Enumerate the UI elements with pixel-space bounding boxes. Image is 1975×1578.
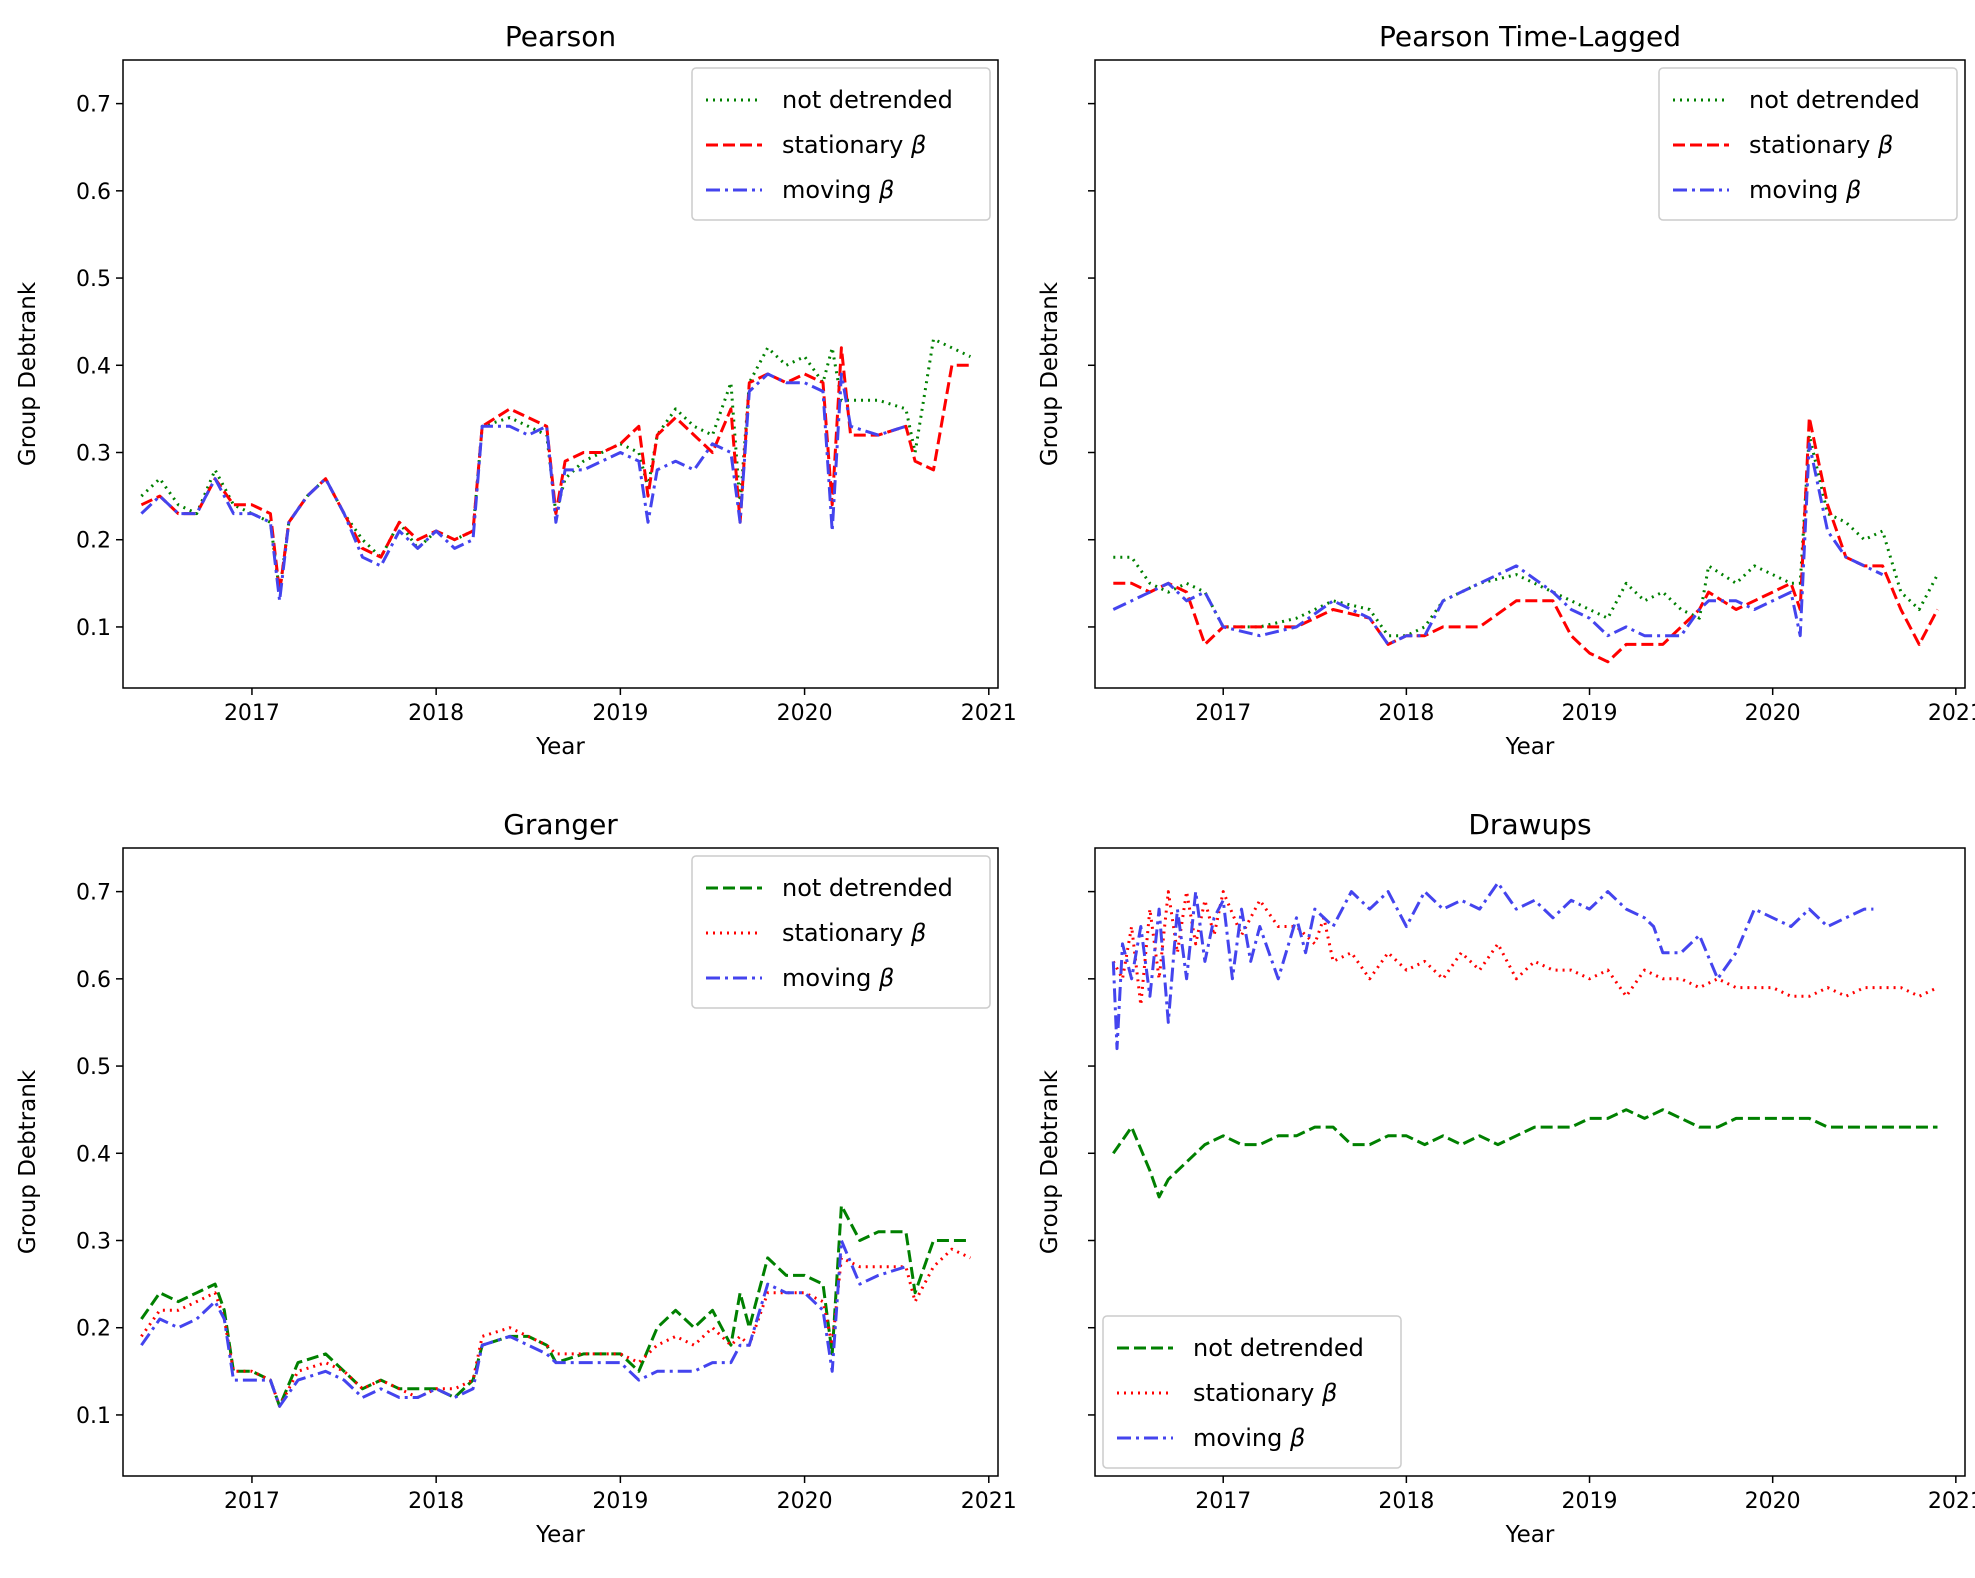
y-tick-label: 0.5 [76,1055,111,1080]
legend-entry: stationary β [1193,1379,1337,1407]
chart-title: Pearson [505,20,616,53]
x-tick-label: 2020 [1745,701,1801,726]
series-line-moving- [1112,442,1884,646]
legend-box [1658,67,1958,221]
series-line-stationary- [140,346,971,594]
series-group [140,337,972,603]
x-tick-label: 2019 [592,701,648,726]
y-axis-label: Group Debtrank [15,1069,41,1254]
series-line-stationary- [1111,890,1939,1007]
legend-entry: moving β [1193,1424,1305,1452]
chart-title: Granger [503,808,618,841]
x-tick-label: 2018 [1378,1489,1434,1514]
x-axis-label: Year [1505,1522,1555,1548]
y-tick-label: 0.3 [76,1230,111,1255]
series-line-moving- [140,1239,907,1408]
x-tick-label: 2020 [1745,1489,1801,1514]
x-tick-label: 2021 [961,1489,1017,1514]
chart-title: Drawups [1468,808,1591,841]
y-axis-label: Group Debtrank [1037,281,1063,466]
legend-entry: not detrended [782,874,953,902]
panel-3: Granger 0.1 0.2 0.3 0.4 0.5 0.6 0.7 2017 2018 2019… [15,808,1017,1548]
series-line-not-detrended [140,337,972,594]
x-tick-label: 2018 [408,701,464,726]
series-line-moving- [1111,881,1874,1051]
legend-entry: not detrended [782,86,953,114]
y-tick-label: 0.5 [76,267,111,292]
legend-entry: moving β [782,964,894,992]
series-line-not-detrended [140,1204,971,1408]
y-tick-label: 0.4 [76,1142,111,1167]
legend-entry: moving β [1749,176,1861,204]
y-tick-label: 0.1 [76,1404,111,1429]
legend-entry: not detrended [1193,1334,1364,1362]
x-tick-label: 2017 [224,701,280,726]
legend-box [691,67,991,221]
x-tick-label: 2020 [777,1489,833,1514]
x-tick-label: 2017 [224,1489,280,1514]
panel-1: Pearson 0.1 0.2 0.3 0.4 0.5 0.6 0.7 2017 2018 2019… [15,20,1017,760]
legend: not detrended stationary β moving β [691,67,991,221]
x-axis-label: Year [1505,734,1555,760]
x-tick-label: 2021 [961,701,1017,726]
x-tick-label: 2020 [777,701,833,726]
series-line-moving- [140,372,907,603]
x-axis-label: Year [535,1522,585,1548]
legend-box [691,855,991,1009]
legend-box [1102,1315,1402,1469]
axes-frame [1094,847,1966,1477]
series-group [1111,881,1939,1199]
y-tick-label: 0.6 [76,968,111,993]
y-tick-label: 0.6 [76,180,111,205]
legend: not detrended stationary β moving β [1658,67,1958,221]
series-line-not-detrended [1112,1108,1938,1199]
y-tick-label: 0.1 [76,616,111,641]
x-tick-label: 2021 [1928,701,1975,726]
legend-entry: stationary β [782,919,926,947]
legend: not detrended stationary β moving β [1102,1315,1402,1469]
y-tick-label: 0.2 [76,1317,111,1342]
y-tick-label: 0.7 [76,93,111,118]
axes-frame [1094,59,1966,689]
series-group [1112,416,1939,664]
legend-entry: not detrended [1749,86,1920,114]
x-tick-label: 2017 [1195,1489,1251,1514]
series-line-stationary- [1113,416,1939,664]
legend-entry: stationary β [782,131,926,159]
y-axis-label: Group Debtrank [15,281,41,466]
series-group [140,1204,972,1408]
x-tick-label: 2019 [1562,1489,1618,1514]
y-tick-label: 0.4 [76,354,111,379]
series-line-stationary- [140,1247,972,1408]
legend-entry: moving β [782,176,894,204]
x-tick-label: 2018 [408,1489,464,1514]
x-tick-label: 2021 [1928,1489,1975,1514]
y-tick-label: 0.3 [76,442,111,467]
x-tick-label: 2018 [1378,701,1434,726]
x-tick-label: 2017 [1195,701,1251,726]
y-axis-label: Group Debtrank [1037,1069,1063,1254]
chart-title: Pearson Time-Lagged [1379,20,1681,53]
panel-4: Drawups 2017 2018 2019 2020 2021 Year Group Deb… [1037,808,1975,1548]
axes-frame [122,847,999,1477]
panel-2: Pearson Time-Lagged 2017 2018 2019 2020 2021 Y… [1037,20,1975,760]
y-tick-label: 0.7 [76,881,111,906]
x-axis-label: Year [535,734,585,760]
x-tick-label: 2019 [592,1489,648,1514]
x-tick-label: 2019 [1562,701,1618,726]
legend: not detrended stationary β moving β [691,855,991,1009]
legend-entry: stationary β [1749,131,1893,159]
axes-frame [122,59,999,689]
y-tick-label: 0.2 [76,529,111,554]
